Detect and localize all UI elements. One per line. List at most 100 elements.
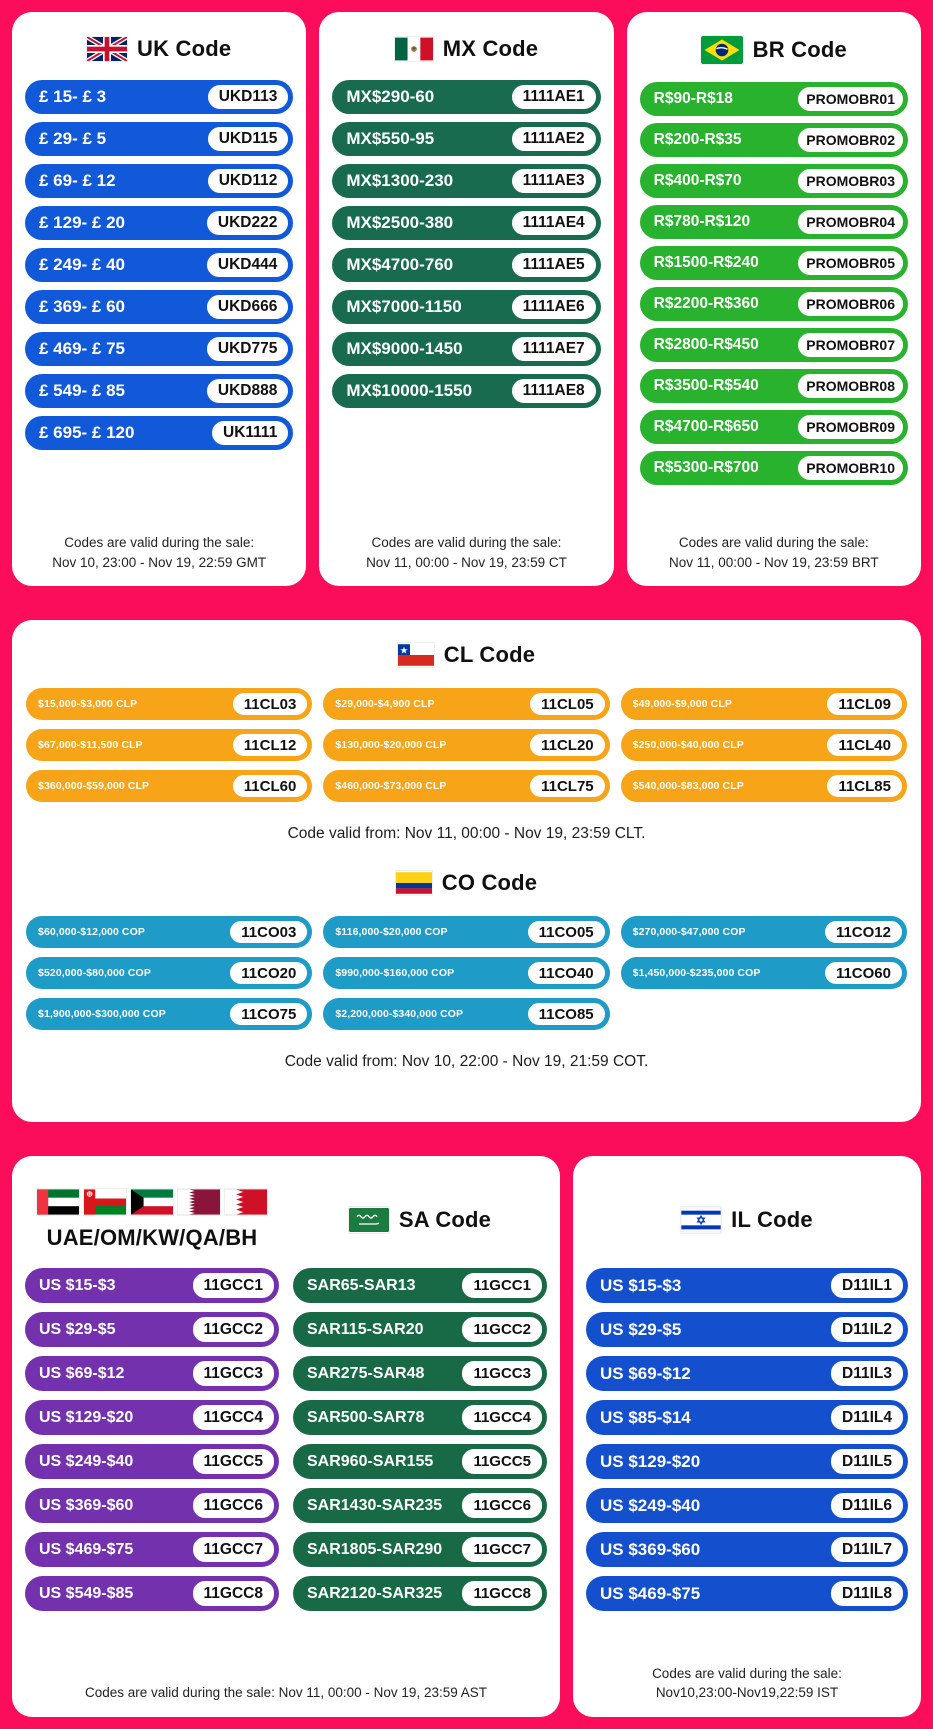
price-range-label: US $369-$60 (39, 1496, 134, 1514)
price-range-label: $29,000-$4,900 CLP (335, 698, 435, 711)
validity-line: Nov10,23:00-Nov19,22:59 IST (655, 1685, 839, 1701)
promo-pill: MX$290-60 1111AE1 (332, 80, 601, 114)
promo-code-badge: UKD666 (204, 293, 291, 321)
price-range-label: SAR275-SAR48 (307, 1364, 425, 1382)
promo-code-badge: D11IL4 (829, 1403, 905, 1433)
price-range-label: US $469-$75 (600, 1583, 701, 1603)
promo-pill: US $129-$20 D11IL5 (586, 1444, 908, 1480)
cl-section-title: CL Code (443, 642, 536, 668)
bh-flag-icon (225, 1189, 267, 1216)
price-range-label: R$2200-R$360 (653, 295, 759, 312)
promo-pill: $270,000-$47,000 COP 11CO12 (620, 916, 907, 949)
price-range-label: £ 369- £ 60 (39, 297, 126, 316)
price-range-label: US $69-$12 (600, 1363, 691, 1383)
promo-pill: US $249-$40 11GCC5 (25, 1444, 279, 1480)
validity-line: Codes are valid during the sale: (678, 535, 869, 551)
price-range-label: US $15-$3 (39, 1276, 116, 1294)
il-code-list: US $15-$3 D11IL1 US $29-$5 D11IL2 US $69… (586, 1268, 908, 1612)
mx-card-header: MX Code (332, 36, 600, 62)
price-range-label: US $29-$5 (39, 1320, 116, 1338)
price-range-label: SAR115-SAR20 (307, 1320, 424, 1338)
promo-code-badge: 11CL05 (528, 691, 607, 718)
promo-code-badge: D11IL5 (829, 1447, 905, 1477)
promo-code-badge: 1111AE2 (509, 125, 598, 153)
br-validity-note: Codes are valid during the sale: Nov 11,… (640, 523, 908, 572)
sa-section-title: SA Code (398, 1207, 492, 1233)
promo-code-badge: 11CL20 (528, 732, 607, 759)
kw-flag-icon (131, 1189, 173, 1216)
gcc-flags-row (37, 1189, 267, 1216)
promo-code-badge: 1111AE1 (509, 83, 598, 111)
validity-line: Nov 11, 00:00 - Nov 19, 23:59 BRT (669, 554, 879, 570)
price-range-label: R$90-R$18 (653, 90, 733, 107)
promo-code-badge: 11GCC5 (460, 1447, 544, 1477)
promo-code-badge: UKD888 (204, 377, 291, 405)
il-validity-note: Codes are valid during the sale: Nov10,2… (586, 1654, 908, 1703)
price-range-label: US $15-$3 (600, 1275, 682, 1295)
promo-pill: MX$7000-1150 1111AE6 (332, 290, 601, 324)
promo-pill: $60,000-$12,000 COP 11CO03 (26, 916, 313, 949)
price-range-label: £ 249- £ 40 (39, 255, 126, 274)
mx-code-list: MX$290-60 1111AE1 MX$550-95 1111AE2 MX$1… (332, 80, 601, 408)
promo-pill: R$2200-R$360 PROMOBR06 (639, 287, 908, 321)
mx-card: MX Code MX$290-60 1111AE1 MX$550-95 1111… (319, 12, 614, 587)
co-validity-note: Code valid from: Nov 10, 22:00 - Nov 19,… (284, 1053, 649, 1071)
promo-code-badge: PROMOBR02 (796, 126, 905, 154)
promo-pill: £ 129- £ 20 UKD222 (25, 206, 294, 240)
promo-code-badge: PROMOBR09 (796, 413, 905, 441)
price-range-label: £ 469- £ 75 (39, 339, 126, 358)
promo-code-badge: 11GCC5 (190, 1447, 276, 1477)
promo-code-badge: 1111AE6 (509, 293, 598, 321)
promo-pill: US $549-$85 11GCC8 (25, 1576, 279, 1612)
price-range-label: US $85-$14 (600, 1407, 691, 1427)
uk-flag-icon (87, 37, 128, 61)
sa-code-list: SAR65-SAR13 11GCC1 SAR115-SAR20 11GCC2 S… (293, 1268, 547, 1612)
promo-code-badge: 11CO40 (525, 960, 607, 987)
promo-pill: SAR65-SAR13 11GCC1 (293, 1268, 547, 1304)
il-flag-icon (681, 1207, 722, 1233)
promo-code-badge: 11CL40 (825, 732, 904, 759)
promo-code-badge: UK1111 (210, 419, 291, 447)
promo-pill: R$3500-R$540 PROMOBR08 (639, 369, 908, 403)
promo-pill: US $69-$12 D11IL3 (586, 1356, 908, 1392)
price-range-label: US $549-$85 (39, 1584, 134, 1602)
gcc-code-list: US $15-$3 11GCC1 US $29-$5 11GCC2 US $69… (25, 1268, 279, 1612)
promo-pill: US $249-$40 D11IL6 (586, 1488, 908, 1524)
price-range-label: R$400-R$70 (653, 172, 742, 189)
promo-pill: MX$10000-1550 1111AE8 (332, 374, 601, 408)
br-flag-icon (700, 36, 743, 64)
promo-pill: £ 695- £ 120 UK1111 (25, 416, 294, 450)
promo-pill: US $369-$60 D11IL7 (586, 1532, 908, 1568)
promo-pill: £ 29- £ 5 UKD115 (25, 122, 294, 156)
price-range-label: $520,000-$80,000 COP (38, 967, 151, 980)
price-range-label: US $29-$5 (600, 1319, 682, 1339)
bottom-cards-row: UAE/OM/KW/QA/BH US $15-$3 11GCC1 US $29-… (12, 1156, 921, 1717)
price-range-label: £ 29- £ 5 (39, 129, 107, 148)
promo-pill: MX$2500-380 1111AE4 (332, 206, 601, 240)
promo-pill: $1,900,000-$300,000 COP 11CO75 (26, 998, 313, 1031)
promo-pill: MX$1300-230 1111AE3 (332, 164, 601, 198)
uk-card-header: UK Code (25, 36, 293, 62)
price-range-label: R$5300-R$700 (653, 459, 759, 476)
promo-pill: US $129-$20 11GCC4 (25, 1400, 279, 1436)
promo-code-badge: UKD112 (205, 167, 291, 195)
latam-card: CL Code $15,000-$3,000 CLP 11CL03 $29,00… (12, 620, 921, 1123)
sa-column-header: SA Code (293, 1172, 547, 1268)
price-range-label: R$200-R$35 (653, 131, 742, 148)
promo-pill: US $469-$75 11GCC7 (25, 1532, 279, 1568)
promo-code-badge: 11GCC8 (190, 1579, 276, 1609)
promo-code-badge: UKD115 (205, 125, 291, 153)
uk-validity-note: Codes are valid during the sale: Nov 10,… (25, 523, 293, 572)
gcc-column-header: UAE/OM/KW/QA/BH (25, 1172, 279, 1268)
promo-pill: $460,000-$73,000 CLP 11CL75 (323, 770, 610, 803)
price-range-label: £ 549- £ 85 (39, 381, 126, 400)
promo-pill: £ 69- £ 12 UKD112 (25, 164, 294, 198)
price-range-label: SAR1430-SAR235 (307, 1496, 443, 1514)
promo-pill: $990,000-$160,000 COP 11CO40 (323, 957, 610, 990)
promo-pill: R$400-R$70 PROMOBR03 (639, 164, 908, 198)
price-range-label: MX$290-60 (346, 87, 435, 106)
uk-code-list: £ 15- £ 3 UKD113 £ 29- £ 5 UKD115 £ 69- … (25, 80, 294, 450)
price-range-label: R$780-R$120 (653, 213, 751, 230)
promo-pill: $116,000-$20,000 COP 11CO05 (323, 916, 610, 949)
